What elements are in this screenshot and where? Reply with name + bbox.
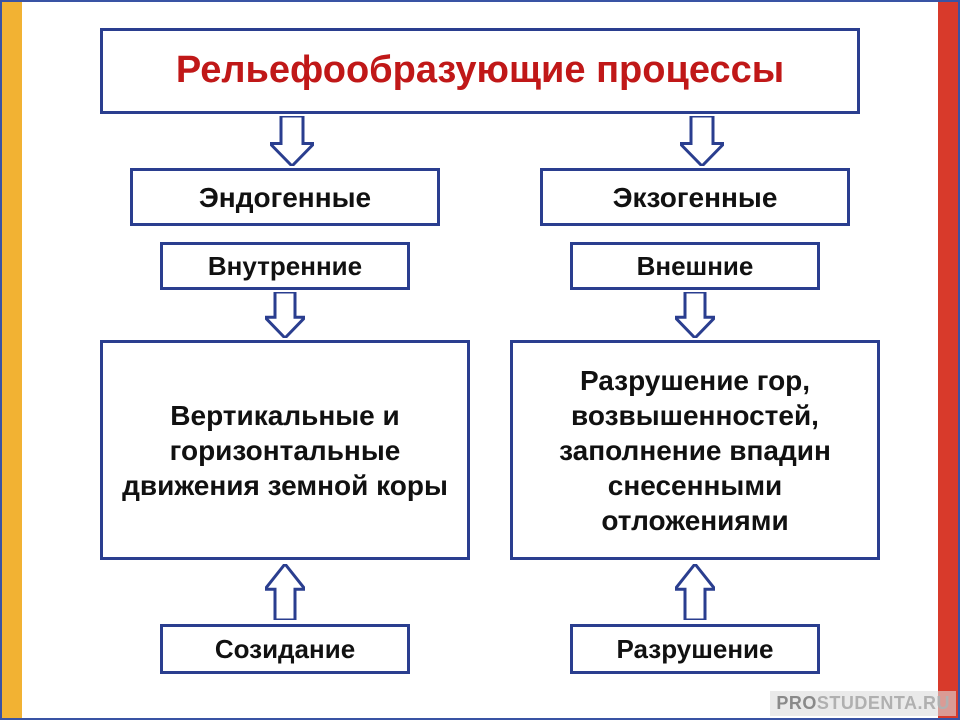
- category-left-box: Эндогенные: [130, 168, 440, 226]
- arrow-title-to-right: [680, 116, 724, 166]
- watermark-rest: STUDENTA.RU: [817, 693, 950, 713]
- arrow-title-to-left: [270, 116, 314, 166]
- subcategory-right-box: Внешние: [570, 242, 820, 290]
- watermark: PROSTUDENTA.RU: [770, 691, 956, 716]
- subcategory-right-label: Внешние: [637, 250, 754, 283]
- result-left-box: Созидание: [160, 624, 410, 674]
- category-right-box: Экзогенные: [540, 168, 850, 226]
- subcategory-left-label: Внутренние: [208, 250, 362, 283]
- detail-left-box: Вертикальные и горизонтальные движения з…: [100, 340, 470, 560]
- title-text: Рельефообразующие процессы: [176, 47, 784, 95]
- arrow-sub-to-detail-l: [265, 292, 305, 338]
- arrow-result-up-l: [265, 564, 305, 620]
- result-right-box: Разрушение: [570, 624, 820, 674]
- detail-left-text: Вертикальные и горизонтальные движения з…: [117, 398, 453, 503]
- result-left-label: Созидание: [215, 633, 355, 666]
- category-left-label: Эндогенные: [199, 180, 371, 215]
- arrow-sub-to-detail-r: [675, 292, 715, 338]
- result-right-label: Разрушение: [617, 633, 774, 666]
- decorative-stripe-right: [938, 2, 958, 718]
- category-right-label: Экзогенные: [613, 180, 778, 215]
- watermark-pro: PRO: [776, 693, 817, 713]
- title-box: Рельефообразующие процессы: [100, 28, 860, 114]
- diagram-content: Рельефообразующие процессы Эндогенные Эк…: [40, 10, 920, 710]
- decorative-stripe-left: [2, 2, 22, 718]
- detail-right-box: Разрушение гор, возвышенностей, заполнен…: [510, 340, 880, 560]
- detail-right-text: Разрушение гор, возвышенностей, заполнен…: [527, 363, 863, 538]
- subcategory-left-box: Внутренние: [160, 242, 410, 290]
- arrow-result-up-r: [675, 564, 715, 620]
